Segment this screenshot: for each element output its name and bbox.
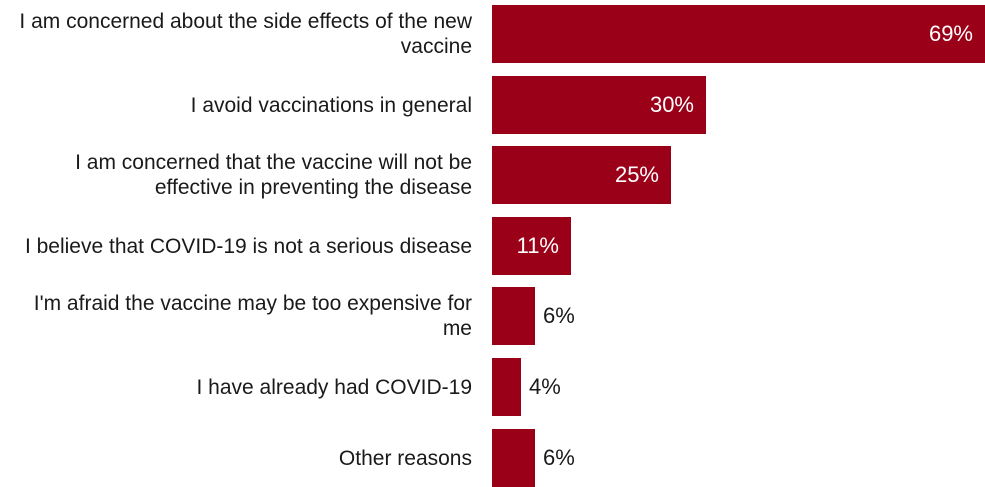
bar-row: I am concerned that the vaccine will not… xyxy=(0,146,985,204)
category-label: Other reasons xyxy=(338,446,472,470)
bar-row: I'm afraid the vaccine may be too expens… xyxy=(0,287,985,345)
value-label: 11% xyxy=(516,233,559,258)
bar xyxy=(492,217,571,275)
bar-row: I believe that COVID-19 is not a serious… xyxy=(0,217,985,275)
value-label: 69% xyxy=(928,21,973,46)
category-label: I avoid vaccinations in general xyxy=(190,93,472,117)
category-label: I am concerned about the side effects of… xyxy=(19,10,472,58)
category-label: I believe that COVID-19 is not a serious… xyxy=(24,234,472,258)
bar xyxy=(492,429,535,487)
bar xyxy=(492,287,535,345)
bar xyxy=(492,5,985,63)
bar xyxy=(492,76,706,134)
category-label: I'm afraid the vaccine may be too expens… xyxy=(33,292,472,340)
bar xyxy=(492,358,521,416)
bar xyxy=(492,146,671,204)
bar-row: Other reasons 6% xyxy=(0,429,985,487)
value-label: 6% xyxy=(543,303,575,328)
category-label: I have already had COVID-19 xyxy=(196,375,472,399)
value-label: 25% xyxy=(614,162,659,187)
category-label: I am concerned that the vaccine will not… xyxy=(75,151,472,199)
bar-row: I have already had COVID-19 4% xyxy=(0,358,985,416)
bar-row: I am concerned about the side effects of… xyxy=(0,5,985,63)
bar-row: I avoid vaccinations in general 30% xyxy=(0,76,985,134)
value-label: 6% xyxy=(543,445,575,470)
value-label: 30% xyxy=(649,92,694,117)
value-label: 4% xyxy=(529,374,561,399)
